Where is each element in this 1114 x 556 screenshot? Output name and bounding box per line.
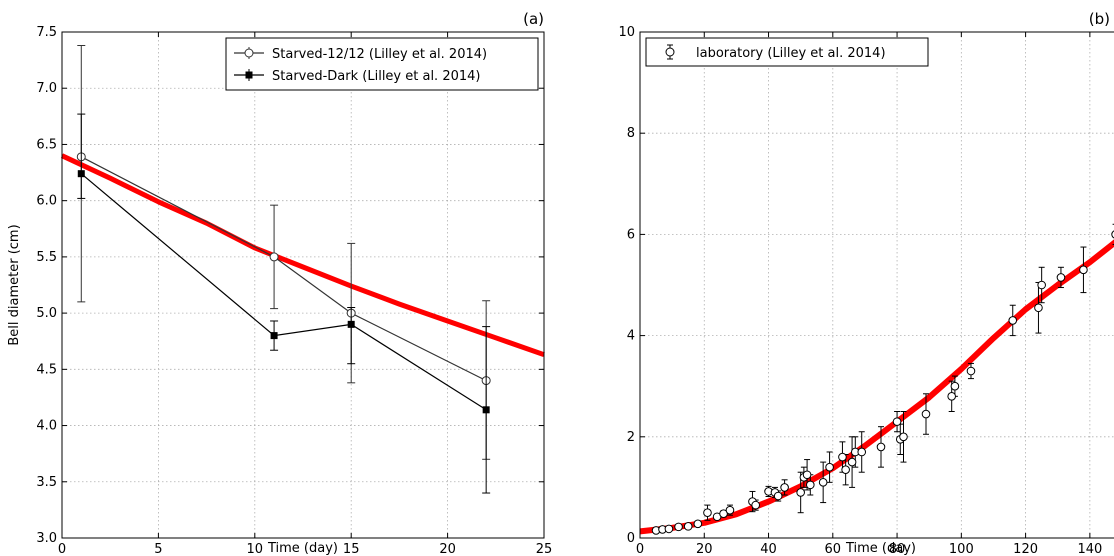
y-tick-label: 3.0 [36,531,57,546]
panel-a: 0 5 10 15 20 25 3.0 3.5 4.0 4.5 5.0 5.5 6.0 6.5 7.0 7.5… [7,10,552,556]
data-point [818,478,828,487]
data-point [899,432,908,442]
data-point [674,522,683,532]
x-tick-label: 0 [58,542,66,556]
x-tick-label: 120 [1013,542,1038,556]
data-point [664,524,674,534]
data-point [703,508,712,518]
data-point [966,366,976,376]
data-point [841,465,850,474]
x-tick-label: 40 [760,542,777,556]
model-curve [60,153,545,358]
y-tick-label: 6.5 [36,137,57,152]
data-point [806,480,815,490]
y-tick-label: 2 [627,430,635,445]
data-point [773,491,783,501]
x-tick-label: 140 [1077,542,1102,556]
x-tick-label: 0 [636,542,644,556]
panel-a-plot-area [62,32,544,538]
panel-a-legend-box [225,37,539,91]
data-point [1034,303,1043,313]
panel-b-legend-box [645,37,929,67]
data-point [796,488,805,497]
panel-a-model-curve [60,153,545,358]
x-tick-label: 20 [439,542,456,556]
panel-a-letter: (a) [523,10,544,28]
x-tick-label: 100 [949,542,974,556]
panel-b-ticks: 0 20 40 60 80 100 120 140 0 2 4 6 8 10 [618,25,1102,556]
series-line-0 [81,156,487,382]
data-point [950,381,960,391]
x-tick-label: 25 [536,542,553,556]
data-point [269,252,279,262]
x-tick-label: 60 [825,542,842,556]
y-tick-label: 7.5 [36,25,57,40]
y-tick-label: 4.5 [36,362,57,377]
x-tick-label: 20 [696,542,713,556]
data-point [780,483,789,492]
data-point [1079,265,1088,275]
panel-a-x-axis-label: Time (day) [267,541,338,556]
panel-b-x-axis-label: Time (day) [845,541,916,556]
x-tick-label: 15 [343,542,360,556]
panel-a-frame [61,31,545,539]
data-point [725,505,735,515]
legend-starved-12-12-marker [244,48,254,58]
y-tick-label: 5.0 [36,306,57,321]
data-point [892,417,902,426]
y-tick-label: 8 [627,126,635,141]
panel-a-series [76,44,491,494]
y-tick-label: 0 [627,531,635,546]
x-tick-label: 10 [247,542,264,556]
data-point [693,519,703,529]
panel-a-y-axis-label: Bell diameter (cm) [7,224,22,345]
data-point [482,406,490,414]
data-point [683,522,693,531]
panel-a-ticks: 0 5 10 15 20 25 3.0 3.5 4.0 4.5 5.0 5.5 6.0 6.5 7.0 7.5 [36,25,552,556]
legend-laboratory-marker [665,47,675,57]
panel-b-letter: (b) [1089,10,1110,28]
y-tick-label: 7.0 [36,81,57,96]
x-tick-label: 5 [154,542,162,556]
data-point [347,320,355,328]
legend-starved-dark-label: Starved-Dark (Lilley et al. 2014) [272,69,480,84]
panel-b-series [651,223,1114,535]
data-point [847,457,857,467]
data-point [270,332,278,340]
y-tick-label: 5.5 [36,250,57,265]
y-tick-label: 4.0 [36,419,57,434]
y-tick-label: 10 [618,25,635,40]
data-point [825,462,834,472]
legend-laboratory-label: laboratory (Lilley et al. 2014) [696,46,886,61]
y-tick-label: 4 [627,329,635,344]
y-tick-label: 6.0 [36,194,57,209]
data-point [947,392,956,401]
panel-b-legend: laboratory (Lilley et al. 2014) [645,37,929,67]
panel-a-legend: Starved-12/12 (Lilley et al. 2014) Starv… [225,37,539,91]
x-tick-label: 80 [889,542,906,556]
panel-b: 0 20 40 60 80 100 120 140 0 2 4 6 8 10 (b) Time (day)… [618,10,1114,556]
legend-starved-12-12-label: Starved-12/12 (Lilley et al. 2014) [272,47,487,62]
data-point [1056,273,1066,282]
data-point [719,509,728,519]
y-tick-label: 6 [627,227,635,242]
data-point [802,470,812,480]
panel-b-frame [639,31,1114,539]
data-point [77,170,85,178]
panel-b-grid [640,32,1114,538]
data-point [876,442,886,452]
data-point [857,447,867,457]
data-point [1111,230,1114,239]
y-tick-label: 3.5 [36,475,57,490]
data-point [1037,280,1046,290]
data-point [751,500,760,510]
panel-a-grid [62,32,544,538]
data-point [1008,316,1018,325]
data-point [838,452,847,462]
series-line-1 [80,173,487,411]
panel-b-plot-area [640,32,1114,538]
data-point [921,409,931,419]
legend-starved-dark-marker [245,71,253,79]
